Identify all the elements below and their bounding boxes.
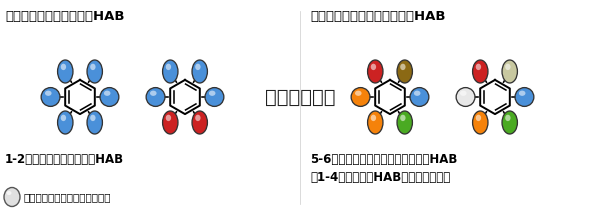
Ellipse shape [90, 115, 95, 121]
Text: は芳香族置換基（アリール基）: は芳香族置換基（アリール基） [24, 192, 112, 202]
Ellipse shape [473, 111, 488, 134]
Ellipse shape [150, 91, 157, 96]
Ellipse shape [460, 91, 467, 96]
Ellipse shape [100, 88, 119, 106]
Ellipse shape [209, 91, 215, 96]
Ellipse shape [368, 60, 383, 83]
Text: 5-6種の異なる置換基をもつ非対称HAB
（1-4種からなるHABの合成も可能）: 5-6種の異なる置換基をもつ非対称HAB （1-4種からなるHABの合成も可能） [310, 153, 457, 184]
Ellipse shape [410, 88, 429, 106]
Ellipse shape [519, 91, 526, 96]
Ellipse shape [166, 64, 171, 70]
Ellipse shape [7, 191, 11, 195]
Ellipse shape [505, 115, 511, 121]
Ellipse shape [368, 111, 383, 134]
Ellipse shape [397, 60, 412, 83]
Ellipse shape [476, 115, 481, 121]
Ellipse shape [456, 88, 475, 106]
Ellipse shape [146, 88, 165, 106]
Ellipse shape [90, 64, 95, 70]
Text: これまで合成されてきたHAB: これまで合成されてきたHAB [5, 10, 125, 23]
Ellipse shape [371, 115, 376, 121]
Ellipse shape [515, 88, 534, 106]
Ellipse shape [371, 64, 376, 70]
Ellipse shape [502, 60, 517, 83]
Text: ・・・・・・: ・・・・・・ [265, 88, 335, 106]
Ellipse shape [355, 91, 362, 96]
Ellipse shape [195, 115, 200, 121]
Ellipse shape [414, 91, 421, 96]
Ellipse shape [58, 60, 73, 83]
Ellipse shape [87, 111, 103, 134]
Ellipse shape [61, 64, 66, 70]
Ellipse shape [58, 111, 73, 134]
Ellipse shape [400, 64, 406, 70]
Ellipse shape [87, 60, 103, 83]
Ellipse shape [4, 187, 20, 206]
Ellipse shape [476, 64, 481, 70]
Ellipse shape [397, 111, 412, 134]
Ellipse shape [505, 64, 511, 70]
Ellipse shape [351, 88, 370, 106]
Text: 今回合成できるようになったHAB: 今回合成できるようになったHAB [310, 10, 445, 23]
Ellipse shape [205, 88, 224, 106]
Ellipse shape [45, 91, 52, 96]
Ellipse shape [104, 91, 110, 96]
Text: 1-2種の置換基をもつ対称HAB: 1-2種の置換基をもつ対称HAB [5, 153, 124, 166]
Ellipse shape [163, 60, 178, 83]
Ellipse shape [166, 115, 171, 121]
Ellipse shape [192, 111, 208, 134]
Ellipse shape [41, 88, 60, 106]
Ellipse shape [400, 115, 406, 121]
Ellipse shape [502, 111, 517, 134]
Ellipse shape [61, 115, 66, 121]
Ellipse shape [163, 111, 178, 134]
Ellipse shape [195, 64, 200, 70]
Ellipse shape [473, 60, 488, 83]
Ellipse shape [192, 60, 208, 83]
